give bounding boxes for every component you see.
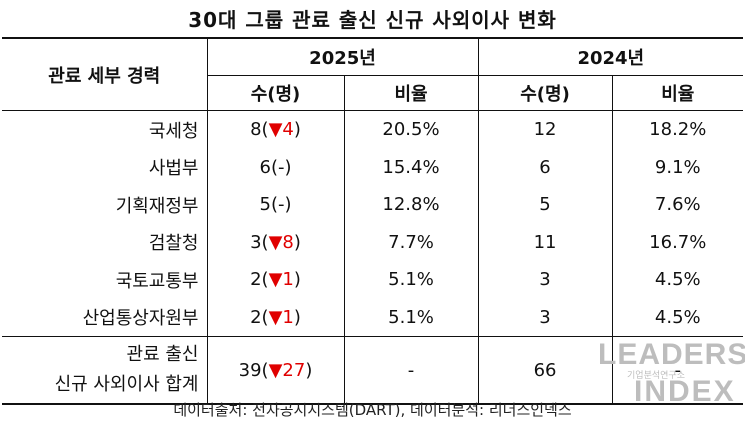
header-category: 관료 세부 경력 [2, 37, 208, 111]
header-year-2025: 2025년 [207, 37, 479, 76]
ratio-2024: 4.5% [654, 269, 701, 291]
leaders-index-watermark: LEADERS 기업분석연구소 INDEX [598, 338, 745, 408]
ratio-2025: 5.1% [344, 261, 479, 299]
ratio-2025: 5.1% [344, 298, 479, 337]
decrease-marker: ▼1 [268, 269, 294, 291]
row-label: 사법부 [2, 148, 208, 186]
header-ratio-2025: 비율 [344, 75, 479, 111]
total-count-2025: 39(▼27) [207, 336, 345, 405]
ratio-2025: 20.5% [344, 110, 479, 149]
header-count-2024: 수(명) [478, 75, 613, 111]
decrease-marker: ▼27 [268, 359, 306, 381]
count-2025: 6(-) [207, 148, 345, 186]
row-label: 국세청 [2, 110, 208, 149]
header-ratio-2024: 비율 [612, 75, 744, 111]
count-2025: 2(▼1) [207, 261, 345, 299]
decrease-marker: ▼8 [268, 231, 294, 253]
ratio-2024: 9.1% [654, 156, 701, 178]
table-row: 국토교통부 2(▼1) 5.1% 3 4.5% [2, 261, 743, 299]
ratio-2025: 15.4% [344, 148, 479, 186]
page-title: 30대 그룹 관료 출신 신규 사외이사 변화 [188, 8, 557, 32]
count-2025: 8(▼4) [207, 110, 345, 149]
decrease-marker: ▼4 [268, 119, 294, 141]
total-ratio-2024: - [612, 336, 744, 405]
count-2024: 11 [478, 223, 613, 261]
ratio-2024: 18.2% [649, 119, 707, 141]
row-label: 기획재정부 [2, 186, 208, 224]
table-row: 사법부 6(-) 15.4% 6 9.1% [2, 148, 743, 186]
count-2024: 3 [478, 298, 613, 337]
total-ratio-2025: - [344, 336, 479, 405]
table-row: 산업통상자원부 2(▼1) 5.1% 3 4.5% [2, 298, 744, 337]
decrease-marker: ▼1 [268, 306, 294, 328]
ratio-2024: 7.6% [654, 194, 701, 216]
table-row: 국세청 8(▼4) 20.5% 12 18.2% [2, 110, 743, 149]
count-2025: 5(-) [207, 186, 345, 224]
header-year-2024: 2024년 [478, 37, 744, 76]
count-2024: 5 [478, 186, 613, 224]
header-count-2025: 수(명) [207, 75, 345, 111]
count-2024: 6 [478, 148, 613, 186]
table-row: 검찰청 3(▼8) 7.7% 11 16.7% [2, 223, 743, 261]
ratio-2025: 12.8% [344, 186, 479, 224]
row-label: 산업통상자원부 [2, 298, 208, 337]
row-label: 국토교통부 [2, 261, 208, 299]
total-label: 관료 출신 신규 사외이사 합계 [2, 336, 208, 405]
row-label: 검찰청 [2, 223, 208, 261]
ratio-2024: 4.5% [612, 298, 744, 337]
source-note: 데이터출처: 전자공시시스템(DART), 데이터분석: 리더스인덱스 [173, 401, 572, 419]
total-count-2024: 66 [478, 336, 613, 405]
total-row: 관료 출신 신규 사외이사 합계 39(▼27) - 66 - [2, 336, 744, 405]
table-row: 기획재정부 5(-) 12.8% 5 7.6% [2, 186, 743, 224]
data-table: 관료 세부 경력 2025년 2024년 수(명) 비율 수(명) 비율 국세청… [2, 37, 744, 405]
count-2024: 3 [478, 261, 613, 299]
ratio-2025: 7.7% [344, 223, 479, 261]
count-2025: 2(▼1) [207, 298, 345, 337]
ratio-2024: 16.7% [649, 231, 707, 253]
count-2025: 3(▼8) [207, 223, 345, 261]
count-2024: 12 [478, 110, 613, 149]
